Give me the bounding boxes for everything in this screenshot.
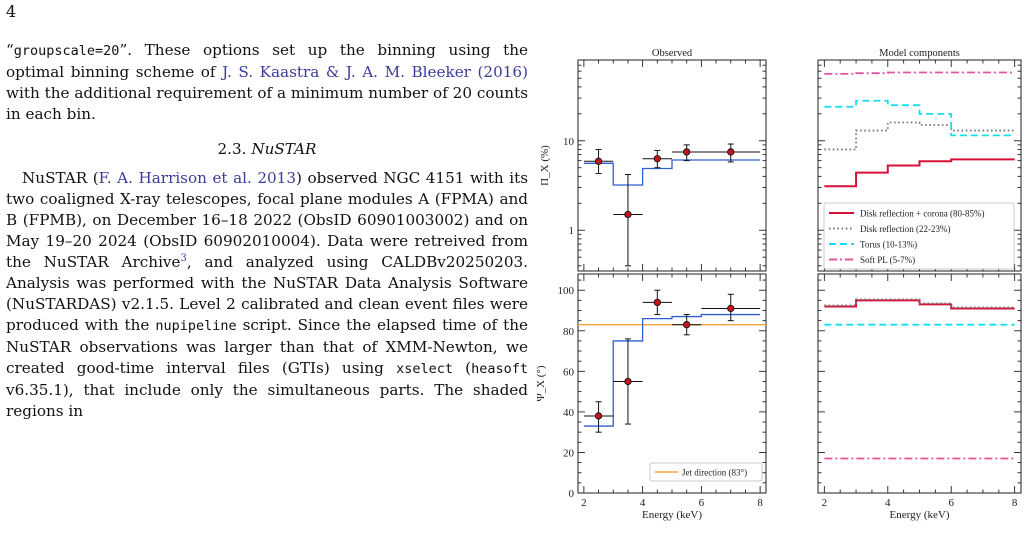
- legend-label: Soft PL (5-7%): [860, 255, 915, 265]
- inline-code: nupipeline: [155, 318, 237, 334]
- model-component-line: [824, 158, 1015, 188]
- data-point: [613, 338, 643, 425]
- x-tick-label: 8: [757, 497, 763, 509]
- legend-label: Torus (10-13%): [860, 240, 917, 250]
- y-tick-label: 0: [569, 488, 575, 500]
- x-tick-label: 8: [1012, 497, 1018, 509]
- y-tick-label: 60: [563, 366, 575, 378]
- data-marker: [624, 377, 632, 386]
- data-point: [701, 293, 761, 322]
- footnote-link[interactable]: 3: [180, 252, 187, 264]
- data-marker: [594, 412, 603, 420]
- y-tick-label: 1: [569, 225, 575, 237]
- model-component-line: [824, 298, 1015, 309]
- model-component-line: [824, 99, 1015, 137]
- y-tick-label: 40: [563, 407, 575, 419]
- data-marker: [594, 157, 603, 165]
- y-tick-label: 80: [563, 326, 575, 338]
- inline-code: xselect: [396, 361, 453, 377]
- x-tick-label: 4: [885, 497, 891, 509]
- x-tick-label: 6: [948, 497, 954, 509]
- section-heading: 2.3. NuSTAR: [217, 140, 317, 158]
- data-point: [672, 144, 702, 162]
- model-step-line: [583, 159, 761, 186]
- x-axis-label: Energy (keV): [642, 509, 702, 521]
- y-axis-label-pd: Π_X (%): [539, 145, 551, 186]
- legend-box: [823, 202, 1015, 270]
- panel-title-model: Model components: [879, 48, 960, 59]
- inline-code: groupscale=20: [13, 43, 120, 59]
- data-marker: [683, 148, 691, 156]
- panel-observed-pa: [577, 273, 767, 494]
- x-tick-label: 6: [699, 497, 705, 509]
- data-point: [642, 149, 672, 169]
- data-point: [672, 314, 702, 336]
- data-point: [583, 401, 614, 433]
- model-component-line: [824, 71, 1015, 75]
- panel-title-observed: Observed: [652, 48, 693, 59]
- data-point: [613, 173, 643, 267]
- citation-link[interactable]: F. A. Harrison et al. 2013: [98, 169, 296, 187]
- x-tick-label: 2: [581, 497, 587, 509]
- model-step-line: [583, 313, 761, 427]
- legend-label: Disk reflection + corona (80-85%): [860, 209, 985, 219]
- model-component-line: [824, 121, 1015, 151]
- x-tick-label: 4: [640, 497, 646, 509]
- data-marker: [653, 298, 661, 307]
- page-number: 4: [6, 2, 17, 21]
- data-point: [642, 289, 672, 316]
- data-point: [701, 143, 761, 163]
- data-marker: [624, 210, 632, 219]
- paragraph-nustar: NuSTAR (F. A. Harrison et al. 2013) obse…: [6, 169, 528, 420]
- data-point: [583, 148, 614, 175]
- text-column: “groupscale=20”. These options set up th…: [6, 40, 528, 422]
- x-axis-label: Energy (keV): [890, 509, 950, 521]
- data-marker: [683, 321, 691, 329]
- y-axis-label-pa: Ψ_X (°): [535, 365, 547, 401]
- legend-label: Jet direction (83°): [682, 468, 747, 478]
- data-marker: [727, 304, 735, 313]
- inline-code: heasoft: [471, 361, 528, 377]
- x-tick-label: 2: [822, 497, 828, 509]
- data-marker: [727, 148, 735, 156]
- model-component-line: [824, 299, 1015, 310]
- y-tick-label: 20: [563, 447, 575, 459]
- citation-link[interactable]: J. S. Kaastra & J. A. M. Bleeker (2016): [222, 63, 528, 81]
- legend-label: Disk reflection (22-23%): [860, 224, 950, 234]
- legend-box-jet: [649, 462, 763, 482]
- y-tick-label: 100: [558, 285, 575, 297]
- data-marker: [653, 155, 661, 163]
- y-tick-label: 10: [563, 136, 575, 148]
- paragraph-binning: “groupscale=20”. These options set up th…: [6, 41, 528, 123]
